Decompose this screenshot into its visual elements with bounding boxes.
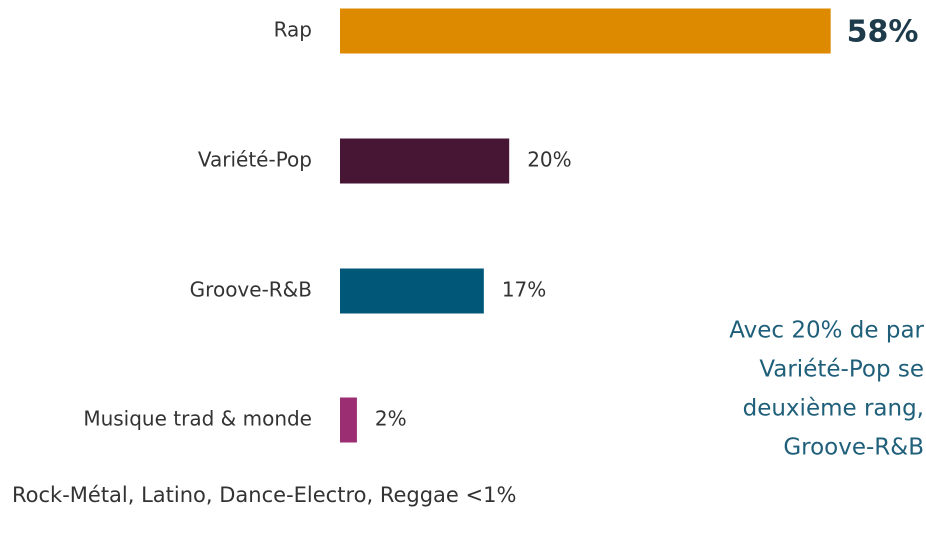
bar	[340, 268, 484, 314]
value-label: 17%	[502, 278, 546, 302]
bar	[340, 138, 510, 184]
value-label: 2%	[375, 407, 407, 431]
value-label: 58%	[847, 15, 919, 50]
category-label: Groove-R&B	[190, 278, 312, 302]
annotation-line: Variété-Pop se	[759, 357, 924, 383]
annotation-line: Groove-R&B	[783, 435, 924, 461]
bar	[340, 8, 831, 54]
category-label: Musique trad & monde	[83, 407, 312, 431]
value-label: 20%	[527, 148, 571, 172]
bar	[340, 397, 357, 443]
annotation-line: Avec 20% de par	[729, 318, 924, 344]
annotation-line: deuxième rang,	[743, 396, 924, 422]
category-label: Variété-Pop	[198, 148, 312, 172]
footnote: Rock-Métal, Latino, Dance-Electro, Regga…	[12, 483, 516, 507]
category-label: Rap	[274, 18, 312, 42]
